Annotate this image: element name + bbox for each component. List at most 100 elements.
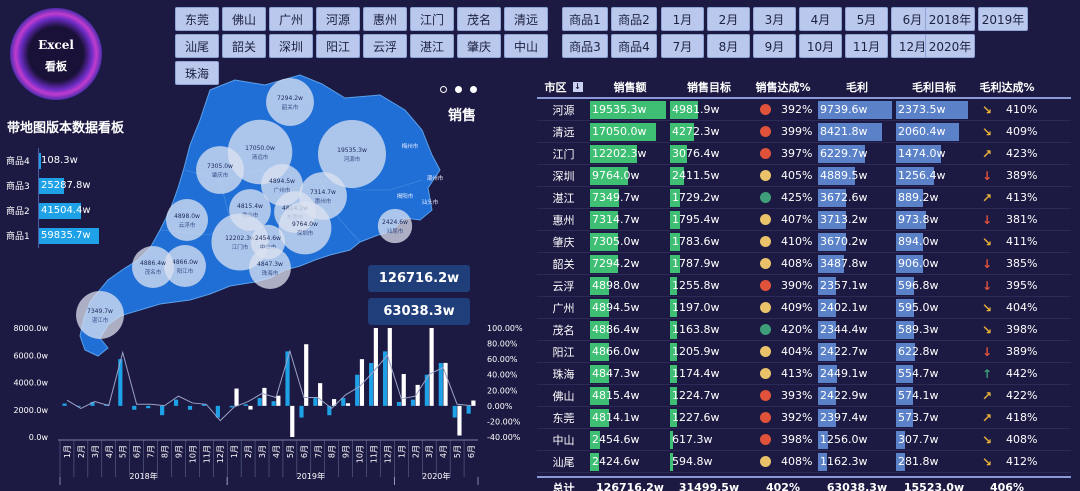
x-tick-label: 3月	[425, 445, 434, 458]
city-button[interactable]: 惠州	[363, 7, 407, 31]
carousel-dot-2[interactable]	[455, 86, 462, 93]
map-bubble[interactable]	[131, 245, 175, 289]
table-row[interactable]: 江门 12202.3w 3076.4w 397% 6229.7w 1474.0w ↗ 423%	[537, 143, 1071, 165]
product-button[interactable]: 商品4	[611, 34, 657, 58]
map-bubble[interactable]	[377, 208, 413, 244]
y-right-tick-label: 20.00%	[487, 386, 518, 395]
month-button[interactable]: 7月	[661, 34, 704, 58]
year-button[interactable]: 2020年	[925, 34, 975, 58]
cell-gp: 3487.8w	[818, 253, 896, 274]
month-button[interactable]: 11月	[845, 34, 888, 58]
month-button[interactable]: 5月	[845, 7, 888, 31]
city-button[interactable]: 深圳	[269, 34, 313, 58]
sort-icon[interactable]: ↓	[572, 82, 583, 92]
y-left-tick-label: 4000.0w	[13, 379, 48, 388]
city-button[interactable]: 河源	[316, 7, 360, 31]
x-tick-label: 3月	[258, 445, 267, 458]
table-row[interactable]: 中山 2454.6w 617.3w 398% 1256.0w 307.7w ↘ 408%	[537, 429, 1071, 451]
table-row[interactable]: 茂名 4886.4w 1163.8w 420% 2344.4w 589.3w ↘ 398%	[537, 319, 1071, 341]
carousel-dot-1[interactable]	[440, 86, 447, 93]
table-footer: 总计 126716.2w 31499.5w 402% 63038.3w 1552…	[537, 476, 1071, 491]
table-row[interactable]: 汕尾 2424.6w 594.8w 408% 1162.3w 281.8w ↘ 412%	[537, 451, 1071, 473]
growth-bar	[438, 363, 443, 406]
cell-gp-target: 554.7w	[896, 363, 972, 384]
month-button[interactable]: 2月	[707, 7, 750, 31]
kpi-sales-total: 126716.2w	[368, 265, 470, 292]
cell-sales-value: 4898.0w	[592, 279, 640, 292]
gp-databar	[818, 299, 837, 317]
table-row[interactable]: 清远 17050.0w 4272.3w 399% 8421.8w 2060.4w ↘ 409%	[537, 121, 1071, 143]
map-bubble[interactable]	[196, 146, 244, 194]
map-city-label: 阳江市	[177, 267, 194, 275]
city-button[interactable]: 阳江	[316, 34, 360, 58]
carousel-dots[interactable]	[440, 86, 477, 93]
city-button[interactable]: 东莞	[175, 7, 219, 31]
city-button[interactable]: 广州	[269, 7, 313, 31]
table-row[interactable]: 肇庆 7305.0w 1783.6w 410% 3670.2w 894.0w ↘ 411%	[537, 231, 1071, 253]
cell-gp-target-value: 1474.0w	[898, 147, 946, 160]
product-button[interactable]: 商品2	[611, 7, 657, 31]
sales-databar	[590, 321, 609, 339]
map-bubble[interactable]	[165, 198, 209, 242]
month-button[interactable]: 4月	[799, 7, 842, 31]
map-bubble[interactable]	[266, 78, 314, 126]
city-button[interactable]: 中山	[504, 34, 548, 58]
product-bar-axis	[38, 223, 39, 248]
cell-rate: 425%	[748, 187, 818, 208]
table-row[interactable]: 广州 4894.5w 1197.0w 409% 2402.1w 595.0w ↘ 404%	[537, 297, 1071, 319]
cell-sales: 7305.0w	[590, 231, 670, 252]
x-tick-label: 12月	[216, 445, 225, 463]
table-row[interactable]: 湛江 7349.7w 1729.2w 425% 3672.6w 889.2w ↗ 413%	[537, 187, 1071, 209]
header-sales: 销售额	[613, 81, 647, 94]
month-button[interactable]: 9月	[753, 34, 796, 58]
growth-bar	[271, 401, 276, 406]
city-button[interactable]: 汕尾	[175, 34, 219, 58]
product-bar-axis	[38, 173, 39, 198]
map-bubble[interactable]	[76, 291, 124, 339]
target-databar	[670, 387, 677, 405]
month-button[interactable]: 3月	[753, 7, 796, 31]
month-button[interactable]: 8月	[707, 34, 750, 58]
city-button[interactable]: 珠海	[175, 61, 219, 85]
product-button[interactable]: 商品1	[562, 7, 608, 31]
map-bubble[interactable]	[164, 245, 206, 287]
cell-target-value: 4272.3w	[672, 125, 720, 138]
city-button[interactable]: 茂名	[457, 7, 501, 31]
x-tick-label: 2月	[244, 445, 253, 458]
product-button[interactable]: 商品3	[562, 34, 608, 58]
header-city[interactable]: 市区 ↓	[537, 77, 590, 97]
cell-gp-target: 596.8w	[896, 275, 972, 296]
table-row[interactable]: 东莞 4814.1w 1227.6w 392% 2397.4w 573.7w ↗ 418%	[537, 407, 1071, 429]
city-button[interactable]: 湛江	[410, 34, 454, 58]
table-row[interactable]: 韶关 7294.2w 1787.9w 408% 3487.8w 906.0w ↓ 385%	[537, 253, 1071, 275]
carousel-dot-3[interactable]	[470, 86, 477, 93]
city-button[interactable]: 云浮	[363, 34, 407, 58]
year-button[interactable]: 2018年	[925, 7, 975, 31]
table-row[interactable]: 河源 19535.3w 4981.9w 392% 9739.6w 2373.5w ↘ 410%	[537, 99, 1071, 121]
year-button[interactable]: 2019年	[978, 7, 1028, 31]
map-bubble[interactable]	[278, 201, 332, 255]
month-button[interactable]: 1月	[661, 7, 704, 31]
gp-target-databar	[896, 387, 914, 405]
table-row[interactable]: 惠州 7314.7w 1795.4w 407% 3713.2w 973.8w ↓ 381%	[537, 209, 1071, 231]
cell-sales-value: 4866.0w	[592, 345, 640, 358]
month-button[interactable]: 10月	[799, 34, 842, 58]
city-button[interactable]: 肇庆	[457, 34, 501, 58]
table-row[interactable]: 佛山 4815.4w 1224.7w 393% 2422.9w 574.1w ↗ 422%	[537, 385, 1071, 407]
table-row[interactable]: 阳江 4866.0w 1205.9w 404% 2422.7w 622.8w ↓ 389%	[537, 341, 1071, 363]
table-row[interactable]: 云浮 4898.0w 1255.8w 390% 2357.1w 596.8w ↓ 395%	[537, 275, 1071, 297]
map-bubble[interactable]	[249, 247, 291, 289]
table-row[interactable]: 深圳 9764.0w 2411.5w 405% 4889.5w 1256.4w ↓ 389%	[537, 165, 1071, 187]
map-bubble-value: 7294.2w	[277, 95, 303, 102]
cell-gp-rate-value: 422%	[1006, 389, 1038, 402]
city-button[interactable]: 清远	[504, 7, 548, 31]
city-button[interactable]: 江门	[410, 7, 454, 31]
sales-databar	[590, 145, 638, 163]
product-bar: 59835.7w	[39, 227, 99, 244]
table-row[interactable]: 珠海 4847.3w 1174.4w 413% 2449.1w 554.7w ↑ 442%	[537, 363, 1071, 385]
map-bubble[interactable]	[318, 120, 386, 188]
city-button[interactable]: 佛山	[222, 7, 266, 31]
gp-databar	[818, 211, 847, 229]
city-button[interactable]: 韶关	[222, 34, 266, 58]
cell-gp-target: 574.1w	[896, 385, 972, 406]
